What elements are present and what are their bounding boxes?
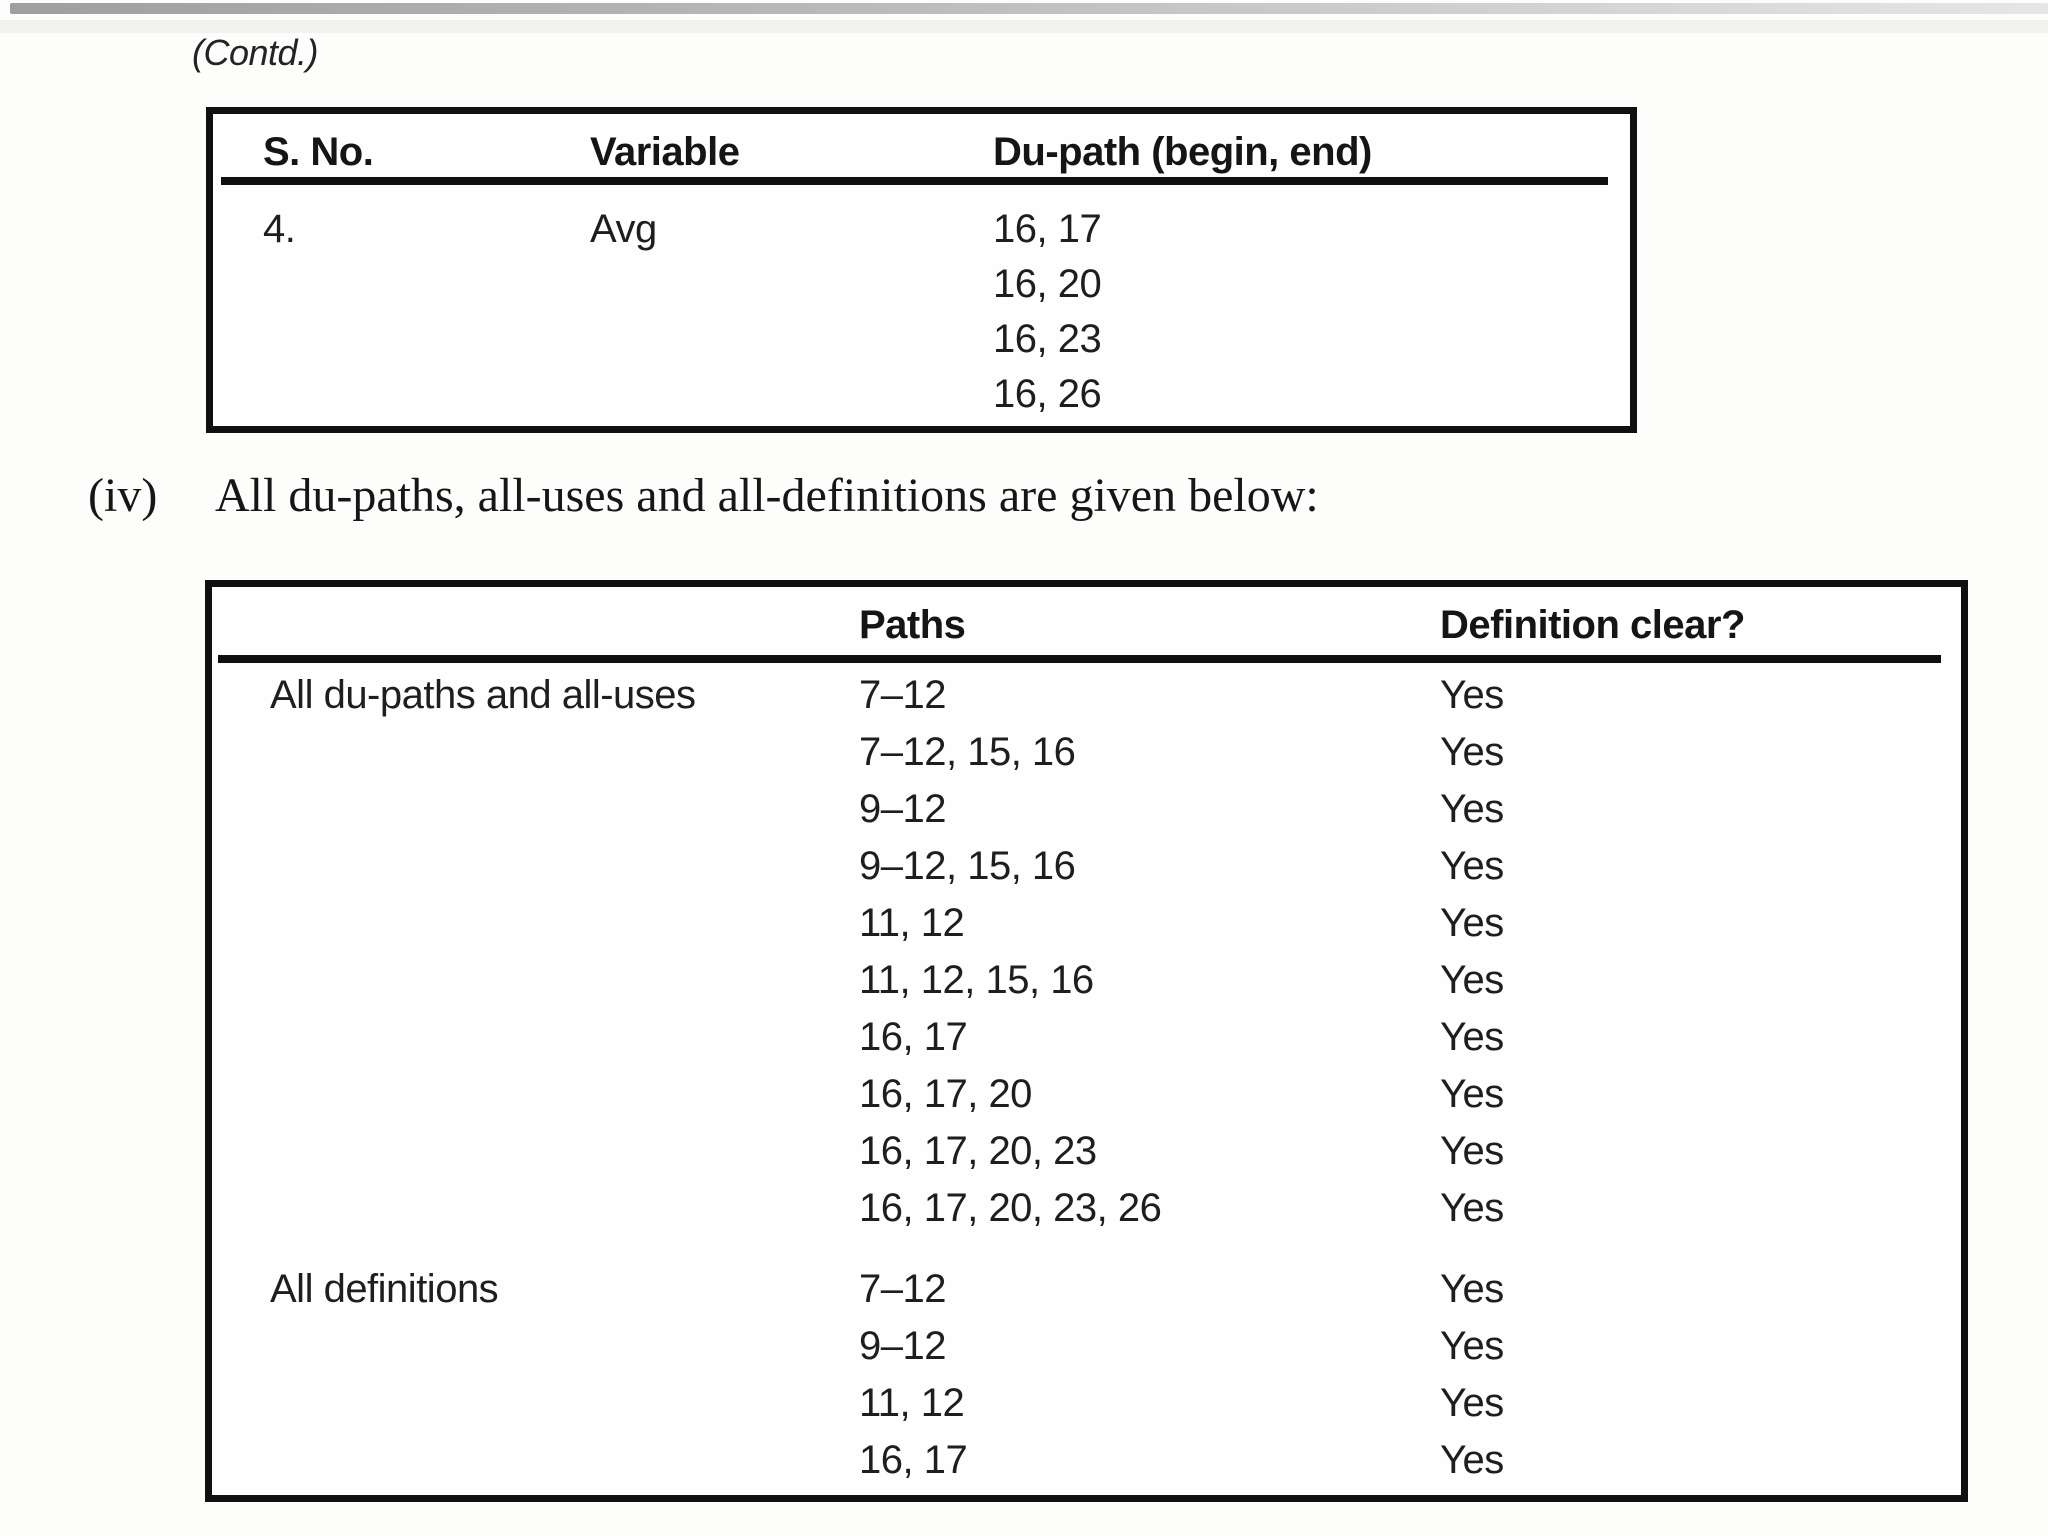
- cell-group-label-empty: [212, 1009, 859, 1066]
- cell-group-label-empty: [212, 1180, 859, 1237]
- du-path-summary-header-row: S. No. Variable Du-path (begin, end): [213, 114, 1630, 174]
- table-row: 11, 12 Yes: [212, 895, 1961, 952]
- cell-path: 9–12: [859, 1324, 946, 1368]
- table-row: 16, 17, 20, 23 Yes: [212, 1123, 1961, 1180]
- cell-group-label-empty: [212, 1066, 859, 1123]
- cell-definition-clear: Yes: [1440, 673, 1504, 717]
- cell-path: 9–12: [859, 787, 946, 831]
- table-row: 4. Avg 16, 17 16, 20 16, 23 16, 26: [213, 186, 1630, 422]
- table-row: 11, 12 Yes: [212, 1375, 1961, 1432]
- cell-group-label-empty: [212, 1432, 859, 1489]
- cell-definition-clear: Yes: [1440, 958, 1504, 1002]
- column-header-variable: Variable: [590, 130, 740, 174]
- column-header-definition-clear: Definition clear?: [1440, 603, 1745, 647]
- header-divider-rule: [218, 655, 1941, 663]
- contd-label: (Contd.): [192, 32, 319, 73]
- cell-definition-clear: Yes: [1440, 1438, 1504, 1482]
- cell-path: 11, 12: [859, 901, 965, 945]
- group-all-definitions: All definitions 7–12 Yes 9–12 Yes 11, 12…: [212, 1261, 1961, 1489]
- cell-du-paths: 16, 17 16, 20 16, 23 16, 26: [993, 202, 1630, 422]
- table-row: All definitions 7–12 Yes: [212, 1261, 1961, 1318]
- table-row: 9–12, 15, 16 Yes: [212, 838, 1961, 895]
- column-header-du-path: Du-path (begin, end): [993, 130, 1372, 174]
- coverage-table-body: All du-paths and all-uses 7–12 Yes 7–12,…: [212, 667, 1961, 1489]
- list-marker-iv: (iv): [88, 469, 158, 522]
- cell-group-label: All definitions: [270, 1267, 499, 1311]
- cell-definition-clear: Yes: [1440, 1015, 1504, 1059]
- du-path-value: 16, 23: [993, 317, 1102, 361]
- cell-definition-clear: Yes: [1440, 1129, 1504, 1173]
- cell-path: 16, 17, 20, 23, 26: [859, 1186, 1162, 1230]
- cell-definition-clear: Yes: [1440, 901, 1504, 945]
- du-path-value: 16, 26: [993, 372, 1102, 416]
- cell-path: 16, 17, 20: [859, 1072, 1032, 1116]
- cell-definition-clear: Yes: [1440, 787, 1504, 831]
- cell-path: 11, 12, 15, 16: [859, 958, 1094, 1002]
- cell-path: 7–12: [859, 673, 946, 717]
- column-header-s-no: S. No.: [263, 130, 374, 174]
- cell-path: 11, 12: [859, 1381, 965, 1425]
- column-header-paths: Paths: [859, 603, 966, 647]
- cell-definition-clear: Yes: [1440, 1267, 1504, 1311]
- table-row: 9–12 Yes: [212, 781, 1961, 838]
- cell-definition-clear: Yes: [1440, 1072, 1504, 1116]
- table-row: All du-paths and all-uses 7–12 Yes: [212, 667, 1961, 724]
- cell-group-label-empty: [212, 1318, 859, 1375]
- intro-sentence: (iv) All du-paths, all-uses and all-defin…: [88, 468, 1788, 523]
- table-row: 9–12 Yes: [212, 1318, 1961, 1375]
- table-row: 16, 17, 20 Yes: [212, 1066, 1961, 1123]
- cell-path: 9–12, 15, 16: [859, 844, 1076, 888]
- cell-path: 16, 17, 20, 23: [859, 1129, 1097, 1173]
- table-row: 11, 12, 15, 16 Yes: [212, 952, 1961, 1009]
- scan-artifact-bar-light: [0, 20, 2048, 33]
- cell-group-label: All du-paths and all-uses: [270, 673, 696, 717]
- cell-definition-clear: Yes: [1440, 844, 1504, 888]
- du-path-value: 16, 17: [993, 207, 1102, 251]
- cell-group-label-empty: [212, 952, 859, 1009]
- du-path-summary-table: S. No. Variable Du-path (begin, end) 4. …: [206, 107, 1637, 433]
- coverage-paths-table: Paths Definition clear? All du-paths and…: [205, 580, 1968, 1502]
- cell-group-label-empty: [212, 895, 859, 952]
- cell-definition-clear: Yes: [1440, 730, 1504, 774]
- cell-definition-clear: Yes: [1440, 1186, 1504, 1230]
- table-row: 16, 17 Yes: [212, 1432, 1961, 1489]
- table-row: 16, 17 Yes: [212, 1009, 1961, 1066]
- cell-path: 7–12, 15, 16: [859, 730, 1076, 774]
- cell-group-label-empty: [212, 781, 859, 838]
- scan-artifact-bar-top: [10, 3, 2048, 14]
- cell-variable: Avg: [590, 207, 657, 251]
- du-path-value: 16, 20: [993, 262, 1102, 306]
- intro-text: All du-paths, all-uses and all-definitio…: [215, 469, 1319, 522]
- cell-definition-clear: Yes: [1440, 1324, 1504, 1368]
- table-row: 16, 17, 20, 23, 26 Yes: [212, 1180, 1961, 1237]
- cell-path: 7–12: [859, 1267, 946, 1311]
- column-header-blank: [212, 603, 859, 647]
- coverage-table-header-row: Paths Definition clear?: [212, 587, 1961, 647]
- cell-definition-clear: Yes: [1440, 1381, 1504, 1425]
- cell-group-label-empty: [212, 838, 859, 895]
- group-all-du-paths-and-all-uses: All du-paths and all-uses 7–12 Yes 7–12,…: [212, 667, 1961, 1237]
- cell-group-label-empty: [212, 724, 859, 781]
- cell-s-no: 4.: [263, 207, 296, 251]
- header-divider-rule: [221, 177, 1608, 185]
- cell-path: 16, 17: [859, 1438, 968, 1482]
- cell-group-label-empty: [212, 1375, 859, 1432]
- cell-group-label-empty: [212, 1123, 859, 1180]
- table-row: 7–12, 15, 16 Yes: [212, 724, 1961, 781]
- cell-path: 16, 17: [859, 1015, 968, 1059]
